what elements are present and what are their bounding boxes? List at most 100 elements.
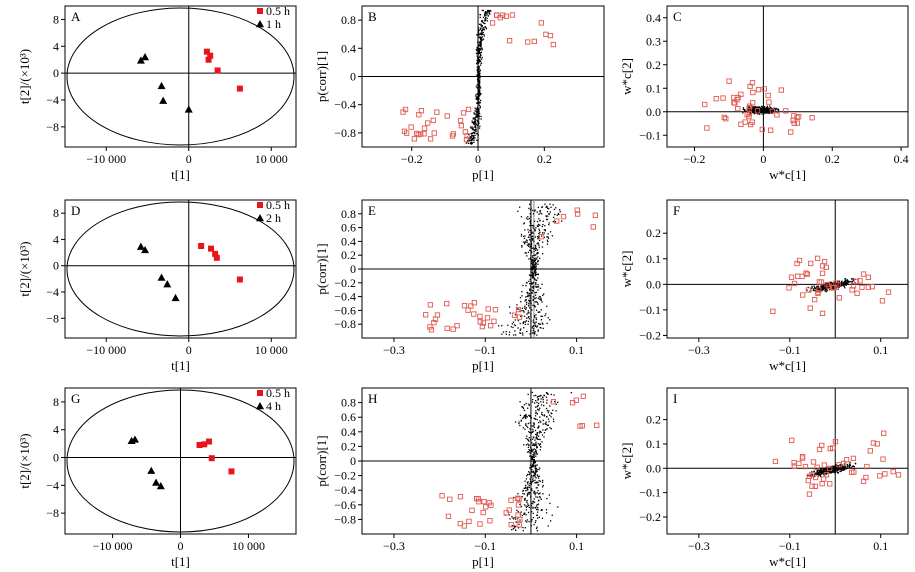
data-point bbox=[535, 309, 538, 311]
data-point bbox=[528, 403, 530, 405]
data-point bbox=[525, 484, 527, 487]
data-point bbox=[528, 318, 531, 320]
highlighted-point bbox=[818, 279, 824, 285]
panel-letter: E bbox=[368, 203, 376, 218]
data-point bbox=[765, 109, 767, 112]
data-point bbox=[825, 468, 828, 470]
data-point bbox=[481, 9, 484, 12]
data-point bbox=[531, 275, 534, 278]
highlighted-point bbox=[823, 264, 829, 271]
data-point bbox=[480, 43, 482, 45]
data-point bbox=[534, 468, 536, 470]
x-tick-label: −10 000 bbox=[93, 539, 133, 553]
data-point bbox=[527, 251, 530, 254]
data-point bbox=[762, 108, 764, 110]
data-point bbox=[761, 107, 764, 109]
data-point bbox=[476, 116, 478, 118]
data-point bbox=[475, 111, 478, 113]
data-point bbox=[539, 430, 541, 433]
y-tick-label: 4 bbox=[53, 232, 59, 246]
data-point bbox=[536, 438, 538, 440]
data-point bbox=[543, 394, 545, 396]
x-tick-label: −10 000 bbox=[86, 152, 126, 166]
data-point bbox=[508, 331, 511, 333]
x-axis-label: t[1] bbox=[171, 358, 190, 373]
data-point bbox=[538, 443, 541, 446]
data-point bbox=[547, 207, 550, 210]
data-point bbox=[530, 271, 533, 274]
data-point bbox=[514, 516, 516, 519]
data-point bbox=[477, 110, 479, 113]
data-point bbox=[818, 474, 820, 476]
data-point bbox=[829, 281, 832, 283]
highlighted-point bbox=[422, 312, 429, 318]
data-point bbox=[840, 470, 842, 472]
data-point bbox=[532, 232, 534, 234]
data-point bbox=[473, 136, 475, 139]
highlighted-point bbox=[525, 39, 531, 45]
highlighted-point bbox=[428, 327, 435, 333]
data-point bbox=[536, 526, 538, 528]
data-point bbox=[532, 256, 534, 259]
data-point bbox=[539, 326, 541, 329]
data-point bbox=[535, 436, 538, 438]
highlighted-point bbox=[465, 106, 472, 113]
data-point bbox=[755, 109, 758, 112]
data-point bbox=[532, 304, 534, 306]
data-point bbox=[473, 113, 476, 115]
highlighted-point bbox=[471, 311, 477, 317]
data-point bbox=[478, 65, 480, 68]
data-point bbox=[479, 106, 482, 108]
data-point bbox=[476, 113, 478, 116]
data-point bbox=[535, 453, 537, 455]
data-point bbox=[754, 106, 757, 108]
data-point bbox=[529, 439, 532, 441]
highlighted-point bbox=[402, 106, 409, 113]
x-tick-label: 0 bbox=[186, 343, 192, 357]
data-point-triangle bbox=[141, 245, 150, 254]
data-point bbox=[479, 72, 481, 74]
data-point bbox=[545, 396, 548, 398]
data-point bbox=[524, 415, 526, 417]
data-point bbox=[531, 448, 533, 450]
highlighted-point bbox=[803, 270, 809, 276]
data-point bbox=[806, 289, 808, 291]
data-point bbox=[525, 307, 527, 309]
data-point bbox=[848, 463, 851, 466]
data-point-triangle bbox=[136, 56, 145, 64]
data-point bbox=[472, 121, 475, 123]
data-point bbox=[520, 216, 523, 218]
data-point bbox=[823, 471, 825, 474]
data-point-square bbox=[236, 276, 243, 283]
data-point bbox=[480, 40, 482, 43]
data-point bbox=[524, 235, 526, 237]
highlighted-point bbox=[465, 307, 471, 313]
data-point bbox=[534, 494, 536, 496]
panel-letter: D bbox=[71, 203, 80, 218]
data-point bbox=[530, 417, 533, 419]
data-point bbox=[818, 288, 820, 290]
data-point bbox=[478, 41, 480, 44]
data-point bbox=[542, 493, 544, 495]
data-point bbox=[479, 86, 481, 88]
data-point bbox=[841, 281, 843, 284]
data-point bbox=[532, 276, 534, 279]
data-point bbox=[525, 303, 528, 305]
data-point bbox=[525, 217, 528, 219]
data-point bbox=[525, 424, 527, 426]
data-point bbox=[477, 60, 479, 62]
data-point bbox=[531, 450, 533, 452]
data-point bbox=[537, 477, 540, 479]
highlighted-point bbox=[788, 129, 794, 135]
data-point bbox=[833, 283, 836, 285]
data-point bbox=[834, 467, 836, 470]
y-tick-label: 8 bbox=[53, 206, 59, 220]
data-point bbox=[530, 229, 532, 232]
data-point bbox=[530, 257, 532, 259]
data-point bbox=[536, 243, 538, 245]
data-point bbox=[476, 139, 478, 141]
data-point bbox=[524, 428, 526, 430]
data-point bbox=[531, 267, 533, 269]
data-point bbox=[814, 286, 816, 288]
data-point bbox=[473, 112, 475, 114]
